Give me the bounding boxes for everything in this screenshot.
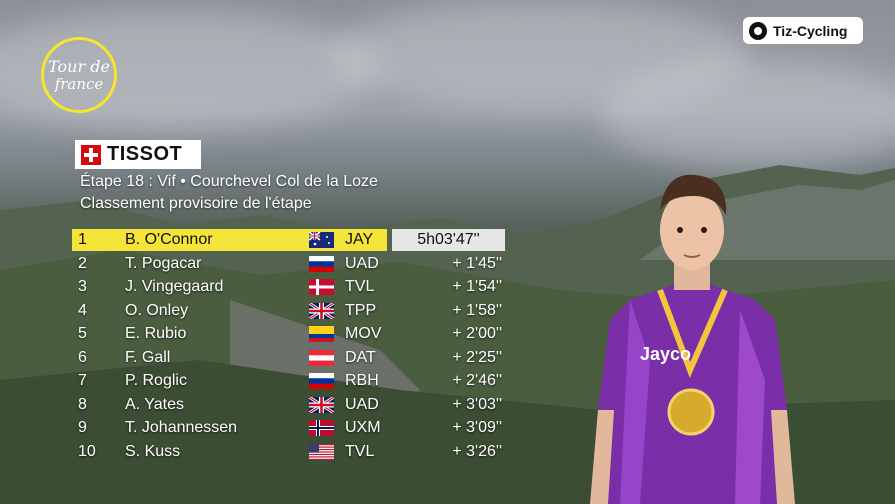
slovenia-flag-icon [309, 373, 334, 389]
table-row: 2 T. Pogacar UAD + 1'45'' [72, 253, 512, 275]
team-code: MOV [345, 325, 382, 342]
sponsor-banner: TISSOT [75, 140, 201, 169]
time-gap: + 1'58'' [452, 301, 502, 319]
rider-name: F. Gall [125, 348, 171, 366]
rider-name: B. O'Connor [125, 231, 213, 248]
table-row: 9 T. Johannessen UXM + 3'09'' [72, 417, 512, 439]
team-code: UXM [345, 419, 381, 436]
channel-badge: Tiz-Cycling [743, 17, 863, 44]
team-code: UAD [345, 395, 379, 413]
time-gap: + 2'46'' [452, 372, 502, 389]
team-code: TVL [345, 442, 375, 460]
team-code: TVL [345, 278, 375, 295]
rider-name: T. Pogacar [125, 254, 202, 272]
position: 3 [78, 278, 87, 295]
uk-flag-icon [309, 302, 334, 319]
time-gap: + 3'09'' [452, 419, 502, 436]
time-gap: + 2'00'' [452, 325, 502, 342]
logo-line2: france [54, 74, 104, 93]
position: 4 [78, 301, 87, 319]
classification-table: 1 B. O'Connor JAY 5h03'47'' 2 T. Pogacar… [72, 229, 512, 464]
position: 2 [78, 254, 87, 272]
rider-name: S. Kuss [125, 442, 181, 460]
swiss-cross-icon [81, 144, 101, 165]
channel-name: Tiz-Cycling [773, 22, 848, 39]
stage-title: Étape 18 : Vif • Courchevel Col de la Lo… [80, 173, 378, 190]
austria-flag-icon [309, 349, 334, 366]
table-row: 4 O. Onley TPP + 1'58'' [72, 300, 512, 322]
rider-name: E. Rubio [125, 325, 187, 342]
leader-time: 5h03'47'' [392, 229, 505, 251]
svg-text:Jayco: Jayco [640, 344, 691, 364]
australia-flag-icon [309, 232, 334, 248]
usa-flag-icon [309, 443, 334, 460]
position: 1 [78, 231, 87, 248]
table-row: 8 A. Yates UAD + 3'03'' [72, 394, 512, 416]
slovenia-flag-icon [309, 255, 334, 272]
denmark-flag-icon [309, 279, 334, 295]
time-gap: + 2'25'' [452, 348, 502, 366]
table-row: 3 J. Vingegaard TVL + 1'54'' [72, 276, 512, 298]
colombia-flag-icon [309, 326, 334, 342]
cloud [330, 0, 750, 110]
rider-portrait: Jayco [590, 174, 795, 504]
table-row: 6 F. Gall DAT + 2'25'' [72, 347, 512, 369]
rider-name: T. Johannessen [125, 419, 238, 436]
team-code: UAD [345, 254, 379, 272]
position: 6 [78, 348, 87, 366]
position: 5 [78, 325, 87, 342]
uk-flag-icon [309, 396, 334, 413]
time-gap: + 1'54'' [452, 278, 502, 295]
sponsor-name: TISSOT [107, 143, 183, 165]
position: 7 [78, 372, 87, 389]
logo-line1: Tour de [48, 56, 110, 76]
rider-name: O. Onley [125, 301, 189, 319]
cloud [600, 60, 895, 170]
team-code: JAY [345, 231, 374, 248]
table-row: 1 B. O'Connor JAY 5h03'47'' [72, 229, 505, 251]
rider-name: A. Yates [125, 395, 184, 413]
position: 8 [78, 395, 87, 413]
stage-subtitle: Classement provisoire de l'étape [80, 195, 312, 212]
table-row: 7 P. Roglic RBH + 2'46'' [72, 370, 512, 392]
time-gap: + 3'26'' [452, 442, 502, 460]
tour-de-france-logo: Tour de france [41, 37, 117, 113]
tiz-cycling-icon [749, 21, 767, 40]
time-gap: + 1'45'' [452, 254, 502, 272]
rider-name: P. Roglic [125, 372, 187, 389]
norway-flag-icon [309, 420, 334, 436]
team-code: DAT [345, 348, 376, 366]
team-code: TPP [345, 301, 377, 319]
table-row: 10 S. Kuss TVL + 3'26'' [72, 441, 512, 463]
time-gap: + 3'03'' [452, 395, 502, 413]
team-code: RBH [345, 372, 379, 389]
position: 9 [78, 419, 87, 436]
position: 10 [78, 442, 96, 460]
table-row: 5 E. Rubio MOV + 2'00'' [72, 323, 512, 345]
rider-name: J. Vingegaard [125, 278, 224, 295]
